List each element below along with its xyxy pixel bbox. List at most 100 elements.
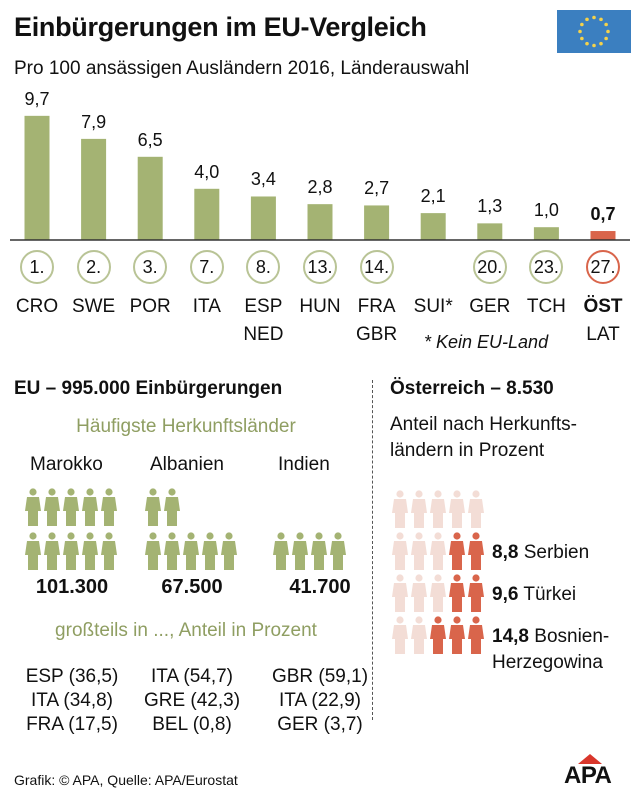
rank-badge: 20.	[472, 250, 507, 284]
data-label: 2,8	[307, 177, 333, 198]
austria-origin: 9,6 Türkei	[492, 582, 576, 608]
person-icon	[411, 616, 427, 654]
eu-heading: EU – 995.000 Einbürgerungen	[14, 378, 283, 399]
share-value: 8,8	[492, 542, 519, 563]
star-icon	[599, 41, 603, 46]
logo-text: APA	[564, 762, 612, 789]
country-label: POR	[129, 296, 171, 317]
person-icon	[63, 532, 79, 570]
bar	[194, 188, 220, 240]
star-icon	[599, 17, 603, 22]
data-label: 6,5	[137, 129, 163, 150]
austria-origin: 14,8 Bosnien- Herzegowina	[492, 624, 609, 676]
rank-badge: 7.	[189, 250, 224, 284]
person-icon	[82, 532, 98, 570]
person-icon	[82, 488, 98, 526]
destination-share: GRE (42,3)	[143, 690, 241, 711]
origin-name: Albanien	[150, 454, 224, 475]
country-name: Bosnien-	[534, 626, 610, 647]
destination-share: ITA (34,8)	[30, 690, 113, 711]
person-icon	[411, 490, 427, 528]
share-value: 9,6	[492, 584, 519, 605]
person-icon	[468, 490, 484, 528]
star-icon	[592, 43, 596, 48]
apa-logo: APA	[564, 754, 612, 790]
person-icon	[183, 532, 199, 570]
person-icon	[449, 574, 465, 612]
star-icon	[580, 22, 584, 27]
logo-triangle-icon	[578, 754, 602, 764]
bar	[137, 156, 163, 240]
country-label: SUI*	[413, 296, 453, 317]
bar	[307, 204, 333, 240]
share-value: 14,8	[492, 626, 529, 647]
subheading-line: ländern in Prozent	[390, 440, 545, 461]
star-icon	[592, 15, 596, 20]
person-icon	[101, 488, 117, 526]
person-icon	[392, 616, 408, 654]
person-icon	[25, 488, 41, 526]
data-label: 7,9	[81, 111, 107, 132]
person-icon	[468, 574, 484, 612]
country-label: TCH	[526, 296, 566, 317]
person-icon	[468, 532, 484, 570]
rank-badge: 1.	[20, 250, 54, 284]
person-icon	[468, 616, 484, 654]
star-icon	[585, 41, 589, 46]
austria-subheading: Anteil nach Herkunfts- ländern in Prozen…	[390, 412, 577, 464]
person-icon	[392, 532, 408, 570]
star-icon	[604, 36, 608, 41]
country-name: Serbien	[523, 542, 590, 563]
bar	[420, 213, 446, 240]
country-name: Türkei	[523, 584, 577, 605]
country-label: ESP	[244, 296, 283, 317]
subheading-line: Anteil nach Herkunfts-	[390, 414, 577, 435]
country-label: GBR	[356, 324, 398, 345]
source: Grafik: © APA, Quelle: APA/Eurostat	[14, 772, 238, 788]
footnote: * Kein EU-Land	[424, 332, 549, 352]
country-label: GER	[469, 296, 511, 317]
country-label: NED	[243, 324, 284, 345]
origin-name: Marokko	[30, 454, 103, 475]
bar	[364, 205, 390, 240]
destination-share: ITA (22,9)	[278, 690, 361, 711]
data-label: 3,4	[250, 169, 276, 190]
austria-origin: 8,8 Serbien	[492, 540, 589, 566]
country-label: HUN	[299, 296, 341, 317]
person-icon	[449, 616, 465, 654]
rank-badge: 3.	[133, 250, 168, 284]
person-icon	[311, 532, 327, 570]
data-label: 2,1	[420, 186, 446, 207]
star-icon	[580, 36, 584, 41]
bar-chart	[10, 115, 630, 241]
person-icon	[392, 490, 408, 528]
origin-value: 101.300	[35, 576, 109, 598]
eu-flag-icon	[557, 10, 631, 53]
country-label: CRO	[15, 296, 59, 317]
bar	[24, 115, 50, 240]
person-icon	[430, 616, 446, 654]
person-icon	[292, 532, 308, 570]
origin-name: Indien	[278, 454, 330, 475]
person-icon	[25, 532, 41, 570]
destination-share: ESP (36,5)	[25, 666, 119, 687]
bar	[533, 227, 559, 240]
data-label: 0,7	[590, 204, 616, 225]
star-icon	[578, 29, 582, 34]
person-icon	[449, 490, 465, 528]
destination-share: ITA (54,7)	[150, 666, 233, 687]
person-icon	[430, 574, 446, 612]
data-label: 4,0	[194, 161, 220, 182]
rank-badge: 14.	[359, 250, 394, 284]
bar	[81, 138, 107, 240]
rank-badge: 13.	[303, 250, 337, 284]
rank-badge: 2.	[76, 250, 111, 284]
eu-subheading: Häufigste Herkunftsländer	[76, 416, 296, 437]
country-label: ITA	[192, 296, 221, 317]
star-icon	[606, 29, 610, 34]
country-name-cont: Herzegowina	[492, 652, 603, 673]
person-icon	[44, 532, 60, 570]
country-label: FRA	[357, 296, 396, 317]
destinations-heading: großteils in ..., Anteil in Prozent	[55, 620, 317, 641]
